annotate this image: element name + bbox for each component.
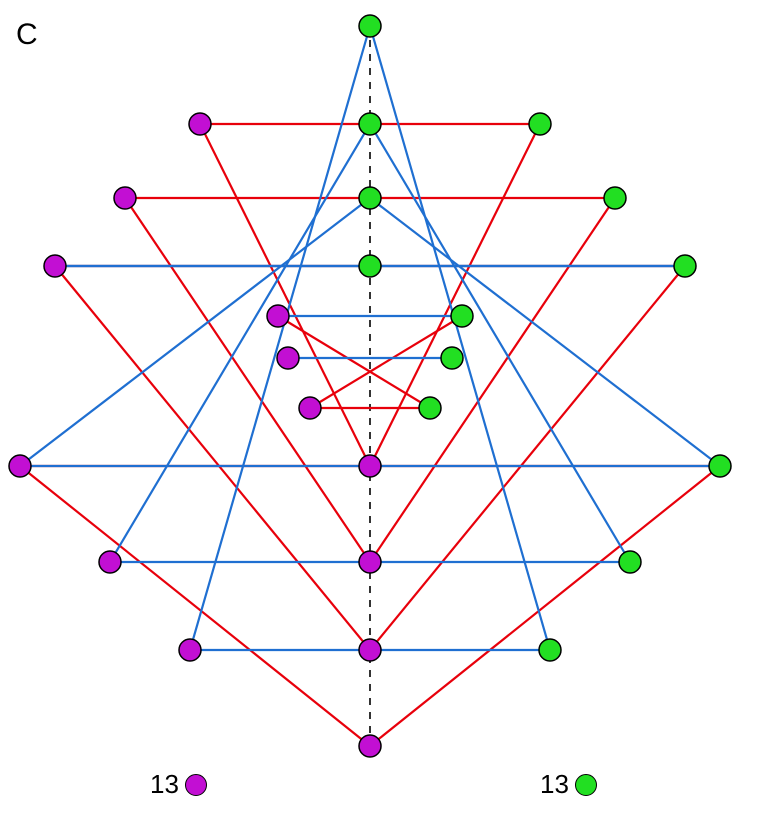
node-igR2 bbox=[419, 397, 441, 419]
node-gR3 bbox=[709, 455, 731, 477]
legend-right: 13 bbox=[540, 769, 597, 800]
node-g_top2 bbox=[359, 187, 381, 209]
node-igR0 bbox=[451, 305, 473, 327]
node-g_top0 bbox=[359, 15, 381, 37]
node-ipL1 bbox=[277, 347, 299, 369]
node-pL4 bbox=[99, 551, 121, 573]
node-g_top3 bbox=[359, 255, 381, 277]
node-g_top1 bbox=[359, 113, 381, 135]
node-pL0 bbox=[189, 113, 211, 135]
triangle-diagram bbox=[0, 0, 760, 822]
node-pL3 bbox=[9, 455, 31, 477]
panel-label: C bbox=[16, 18, 38, 52]
node-gR2 bbox=[674, 255, 696, 277]
node-gR1 bbox=[604, 187, 626, 209]
node-ipL0 bbox=[267, 305, 289, 327]
node-p_bot0 bbox=[359, 735, 381, 757]
node-p_bot3 bbox=[359, 455, 381, 477]
node-p_bot1 bbox=[359, 639, 381, 661]
node-gR5 bbox=[539, 639, 561, 661]
node-pL1 bbox=[114, 187, 136, 209]
legend-left: 13 bbox=[150, 769, 207, 800]
node-p_bot2 bbox=[359, 551, 381, 573]
legend-left-dot bbox=[185, 774, 207, 796]
node-ipL2 bbox=[299, 397, 321, 419]
node-pL5 bbox=[179, 639, 201, 661]
node-pL2 bbox=[44, 255, 66, 277]
node-igR1 bbox=[441, 347, 463, 369]
legend-right-count: 13 bbox=[540, 769, 569, 800]
legend-right-dot bbox=[575, 774, 597, 796]
node-gR0 bbox=[529, 113, 551, 135]
node-gR4 bbox=[619, 551, 641, 573]
legend-left-count: 13 bbox=[150, 769, 179, 800]
